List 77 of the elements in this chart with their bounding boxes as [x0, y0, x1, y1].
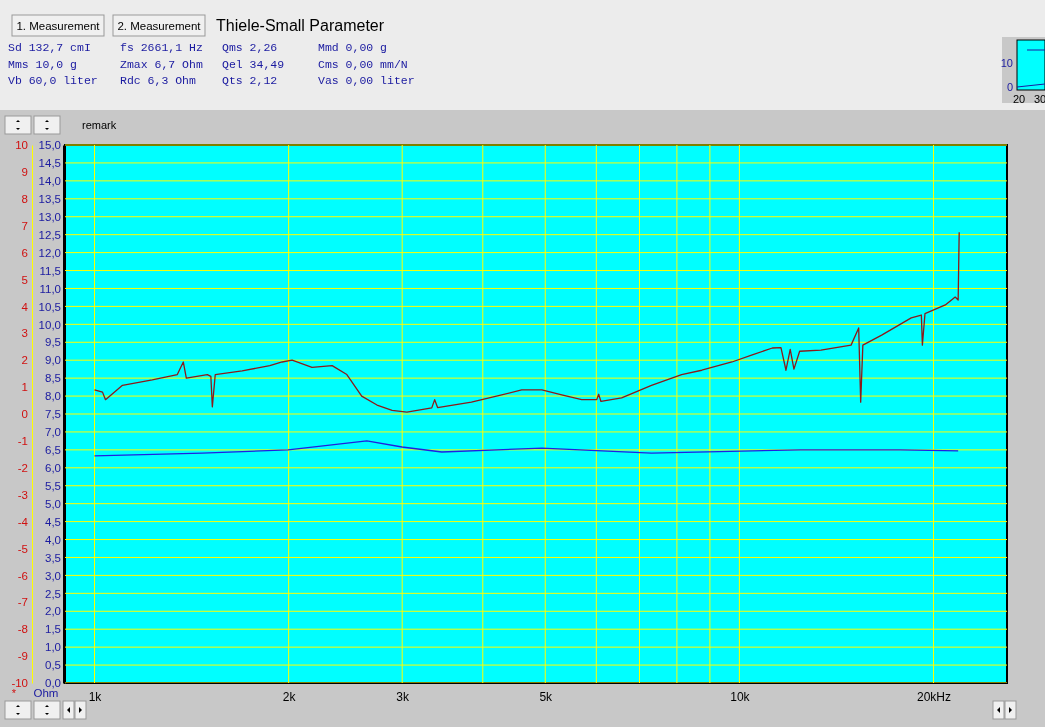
button: 1. Measurement — [11, 14, 105, 37]
text: Thiele-Small Parameter — [216, 17, 385, 34]
y2-tick-label: 7 — [21, 219, 28, 232]
text: fs 2661,1 Hz — [120, 41, 203, 54]
y-tick-label: 10,0 — [38, 318, 61, 331]
text: Mms 10,0 g — [8, 57, 78, 71]
y-tick-label: 3,5 — [45, 551, 61, 564]
text: Qts 2,12 — [222, 74, 278, 87]
y2-tick-label: 4 — [21, 300, 29, 313]
y2-tick-label: -9 — [17, 650, 28, 663]
text: Qms 2,26 — [222, 41, 278, 54]
y2-tick-label: 2 — [21, 354, 28, 367]
text: Vas 0,00 liter — [318, 74, 415, 87]
x-tick-label: 1k — [88, 689, 103, 704]
text: Sd 132,7 cmI — [8, 41, 91, 54]
y-tick-label: 1,5 — [45, 623, 61, 636]
y-tick-label: 4,5 — [45, 515, 61, 528]
y2-tick-label: -10 — [11, 677, 28, 690]
button: 2. Measurement — [112, 14, 206, 37]
x-tick-label: 2k — [282, 689, 297, 704]
y-tick-label: 13,0 — [38, 210, 61, 223]
y2-tick-label: -7 — [17, 596, 28, 609]
text: Qel 34,49 — [222, 57, 285, 71]
y-tick-label: 2,0 — [45, 605, 61, 618]
x-tick-label: 10k — [730, 689, 751, 704]
x-tick-label: 3k — [396, 689, 411, 704]
y2-tick-label: 5 — [21, 273, 28, 286]
y2-tick-label: -8 — [17, 623, 28, 636]
x-tick-label: 5k — [539, 689, 554, 704]
y-tick-label: 0,5 — [45, 659, 61, 672]
y2-tick-label: 9 — [21, 166, 28, 179]
y-tick-label: 4,0 — [45, 533, 61, 546]
y-tick-label: 6,5 — [45, 444, 61, 457]
y-tick-label: 12,5 — [38, 228, 61, 241]
y-tick-label: 5,5 — [45, 479, 61, 492]
text: Zmax 6,7 Ohm — [120, 57, 203, 71]
y-tick-label: 14,0 — [38, 175, 61, 188]
y-tick-label: 8,0 — [45, 390, 61, 403]
y-tick-label: 9,0 — [45, 354, 61, 367]
y2-tick-label: -6 — [17, 569, 28, 582]
text: Vb 60,0 liter — [8, 74, 98, 87]
y2-tick-label: -5 — [17, 542, 28, 555]
y-tick-label: 7,0 — [45, 426, 61, 439]
y-axis-title: Ohm — [33, 687, 59, 699]
y-tick-label: 12,0 — [38, 246, 61, 259]
y2-tick-label: 10 — [15, 139, 28, 152]
y-tick-label: 8,5 — [45, 372, 61, 385]
y-tick-label: 3,0 — [45, 569, 61, 582]
y2-tick-label: 3 — [21, 327, 28, 340]
y2-tick-label: 0 — [21, 408, 28, 421]
text: Mmd 0,00 g — [318, 41, 388, 54]
text: remark — [82, 119, 117, 131]
text: Cms 0,00 mm/N — [318, 57, 408, 71]
y-tick-label: 15,0 — [38, 139, 61, 152]
y-tick-label: 10,5 — [38, 300, 61, 313]
y-tick-label: 13,5 — [38, 192, 61, 205]
y-tick-label: 7,5 — [45, 408, 61, 421]
y2-tick-label: -4 — [17, 515, 29, 528]
text: Rdc 6,3 Ohm — [120, 74, 197, 87]
y-tick-label: 11,5 — [39, 264, 61, 277]
y2-tick-label: -3 — [17, 488, 28, 501]
y-tick-label: 1,0 — [45, 641, 61, 654]
y2-tick-label: 1 — [21, 381, 28, 394]
y2-tick-label: -1 — [17, 435, 28, 448]
y-tick-label: 2,5 — [45, 587, 61, 600]
y-tick-label: 11,0 — [39, 282, 61, 295]
y-tick-label: 14,5 — [38, 157, 61, 170]
y-tick-label: 0,0 — [45, 677, 61, 690]
y2-tick-label: -2 — [17, 461, 28, 474]
y2-tick-label: 8 — [21, 192, 28, 205]
y-tick-label: 9,5 — [45, 336, 61, 349]
y2-tick-label: 6 — [21, 246, 28, 259]
x-tick-label: 20kHz — [917, 689, 952, 704]
y2-axis-title: * — [11, 687, 17, 699]
y-tick-label: 5,0 — [45, 497, 61, 510]
thumbnail-chart: 10 0 20 30 — [1000, 37, 1045, 105]
y-tick-label: 6,0 — [45, 461, 61, 474]
